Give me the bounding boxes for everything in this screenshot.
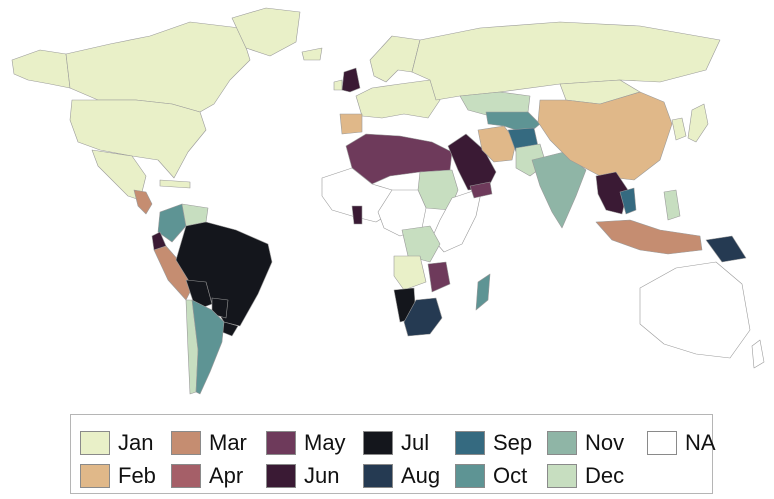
legend-label: Feb <box>118 462 156 488</box>
legend-label: Nov <box>585 429 625 455</box>
legend-item-mar: Mar <box>171 426 266 459</box>
legend-label: Oct <box>493 462 528 488</box>
legend-item-sep: Sep <box>455 426 547 459</box>
legend-label: NA <box>685 429 716 455</box>
legend-swatch <box>547 430 577 455</box>
legend-label: Mar <box>209 429 247 455</box>
region-paraguay <box>211 297 229 319</box>
region-ghana <box>351 205 363 225</box>
region-greenland <box>231 7 301 57</box>
region-australia <box>639 261 751 359</box>
legend-swatch <box>80 463 110 488</box>
region-new-zealand <box>751 339 765 369</box>
legend-item-aug: Aug <box>363 459 455 492</box>
region-colombia <box>157 203 187 243</box>
region-japan <box>687 103 709 143</box>
region-central-america <box>133 189 153 215</box>
legend-swatch <box>266 430 296 455</box>
legend-label: Jun <box>304 462 340 488</box>
legend-swatch <box>171 430 201 455</box>
region-alaska <box>11 49 71 89</box>
region-scandinavia <box>369 35 421 83</box>
legend-item-jan: Jan <box>80 426 171 459</box>
region-south-africa <box>403 297 443 337</box>
legend-swatch <box>547 463 577 488</box>
legend-label: May <box>304 429 346 455</box>
legend-swatch <box>455 430 485 455</box>
region-papua <box>705 235 747 263</box>
legend-item-oct: Oct <box>455 459 547 492</box>
legend-item-dec: Dec <box>547 459 647 492</box>
legend-item-may: May <box>266 426 363 459</box>
legend-swatch <box>455 463 485 488</box>
region-yemen <box>469 181 493 199</box>
region-mozambique <box>427 261 451 293</box>
legend-swatch <box>363 463 393 488</box>
region-usa <box>69 99 207 179</box>
region-angola <box>393 255 427 291</box>
legend-item-feb: Feb <box>80 459 171 492</box>
region-southeast-asia <box>595 171 629 215</box>
legend-label: Sep <box>493 429 533 455</box>
region-iberia <box>339 113 363 135</box>
region-europe <box>355 79 441 119</box>
legend-label: Jul <box>401 429 430 455</box>
region-china <box>537 91 673 181</box>
legend-label: Dec <box>585 462 625 488</box>
world-map <box>11 7 765 395</box>
legend-swatch <box>266 463 296 488</box>
region-madagascar <box>475 273 491 311</box>
legend-grid: Jan Feb Mar Apr May Jun Jul Aug Sep Oct Nov Dec NA <box>80 426 716 492</box>
legend-item-na: NA <box>647 426 716 459</box>
region-caribbean <box>159 179 191 189</box>
legend-item-nov: Nov <box>547 426 647 459</box>
map-regions <box>11 7 765 395</box>
legend-swatch <box>363 430 393 455</box>
legend-swatch <box>171 463 201 488</box>
legend-item-apr: Apr <box>171 459 266 492</box>
region-ireland <box>333 79 343 91</box>
region-uk <box>341 67 361 93</box>
region-iceland <box>301 47 323 61</box>
region-saudi-arabia <box>447 133 497 191</box>
legend-swatch <box>647 430 677 455</box>
region-mexico <box>91 149 147 201</box>
legend-item-jun: Jun <box>266 459 363 492</box>
region-argentina <box>191 299 225 395</box>
region-vietnam <box>619 187 637 215</box>
legend-label: Aug <box>401 462 441 488</box>
region-korea <box>671 117 687 141</box>
legend-label: Apr <box>209 462 244 488</box>
legend-item-jul: Jul <box>363 426 455 459</box>
region-philippines <box>663 189 681 221</box>
legend-label: Jan <box>118 429 154 455</box>
region-canada <box>65 21 251 113</box>
legend-swatch <box>80 430 110 455</box>
map-legend: Jan Feb Mar Apr May Jun Jul Aug Sep Oct Nov Dec NA <box>70 414 716 494</box>
region-indonesia <box>595 219 703 255</box>
region-congo <box>401 225 441 263</box>
